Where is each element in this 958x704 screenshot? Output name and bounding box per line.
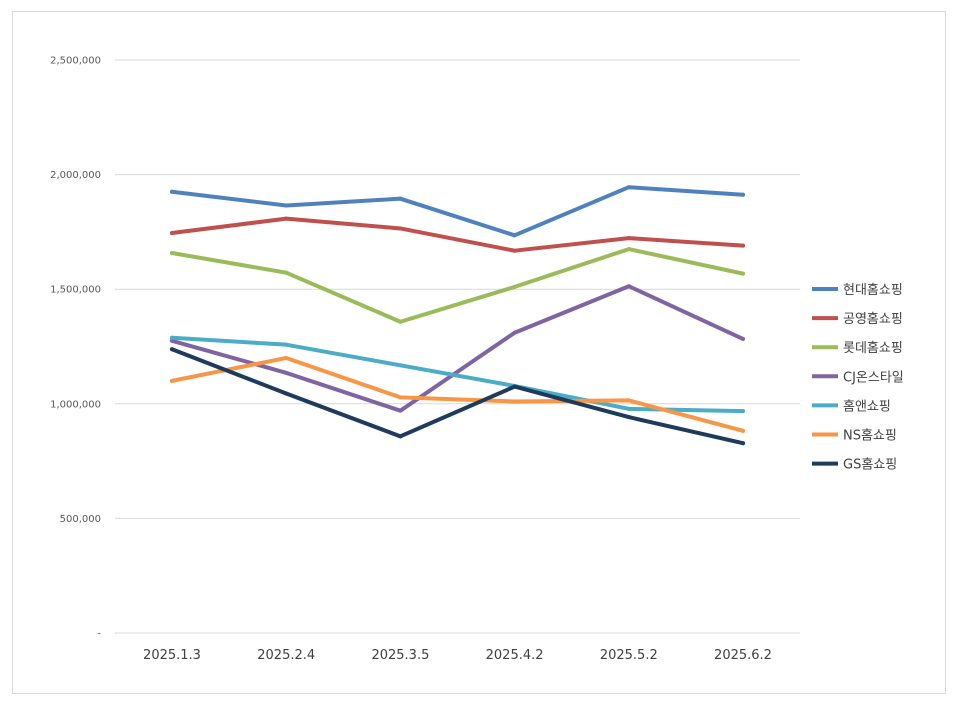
data-point [626,236,631,241]
data-point [170,378,174,383]
series-line [170,284,745,413]
data-point [512,284,517,289]
series-lines [170,185,745,446]
chart-area [12,11,946,694]
legend-label: 홈앤쇼핑 [843,399,891,414]
data-point [170,347,174,352]
data-point [170,250,174,255]
legend-label: CJ온스타일 [843,370,904,385]
series-line [170,247,745,324]
x-tick-label: 2025.1.3 [143,648,201,663]
legend-label: 현대홈쇼핑 [843,283,903,298]
data-point [512,399,517,404]
data-point [284,391,289,396]
data-point [284,342,289,347]
x-tick-label: 2025.6.2 [714,648,772,663]
legend-label: 공영홈쇼핑 [843,312,903,327]
gridlines [115,59,800,634]
data-point [398,319,403,324]
x-axis-ticks: 2025.1.3 2025.2.4 2025.3.5 2025.4.2 2025.5.2… [143,648,772,663]
data-point [398,434,403,439]
y-axis-ticks: - 500,000 1,000,000 1,500,000 2,000,000 2,500… [50,56,101,640]
y-tick-label: 2,500,000 [50,56,101,67]
data-point [284,216,289,221]
data-point [398,226,403,231]
data-point [741,192,745,197]
x-tick-label: 2025.3.5 [371,648,429,663]
series-line [170,335,745,414]
data-point [398,395,403,400]
data-point [512,330,517,335]
data-point [741,243,745,248]
y-tick-label: 2,000,000 [50,170,101,181]
data-point [741,409,745,414]
y-tick-label: - [97,629,101,640]
data-point [626,247,631,252]
data-point [512,233,517,238]
x-tick-label: 2025.4.2 [486,648,544,663]
data-point [626,398,631,403]
data-point [170,189,174,194]
data-point [741,428,745,433]
data-point [398,196,403,201]
data-point [626,415,631,420]
data-point [284,270,289,275]
data-point [170,335,174,340]
data-point [398,363,403,368]
series-line [170,347,745,446]
series-line [170,185,745,238]
legend-label: NS홈쇼핑 [843,429,897,444]
data-point [398,408,403,413]
data-point [741,441,745,446]
data-point [741,336,745,341]
legend-label: GS홈쇼핑 [843,458,897,473]
y-tick-label: 1,500,000 [50,285,101,296]
data-point [512,384,517,389]
data-point [512,248,517,253]
y-tick-label: 1,000,000 [50,399,101,410]
series-line [170,355,745,433]
data-point [284,355,289,360]
x-tick-label: 2025.2.4 [257,648,315,663]
data-point [626,284,631,289]
legend-label: 롯데홈쇼핑 [843,341,903,356]
data-point [170,231,174,236]
data-point [284,370,289,375]
data-point [626,406,631,411]
series-line [170,216,745,253]
data-point [741,271,745,276]
x-tick-label: 2025.5.2 [600,648,658,663]
data-point [626,185,631,190]
data-point [284,203,289,208]
y-tick-label: 500,000 [60,514,101,525]
